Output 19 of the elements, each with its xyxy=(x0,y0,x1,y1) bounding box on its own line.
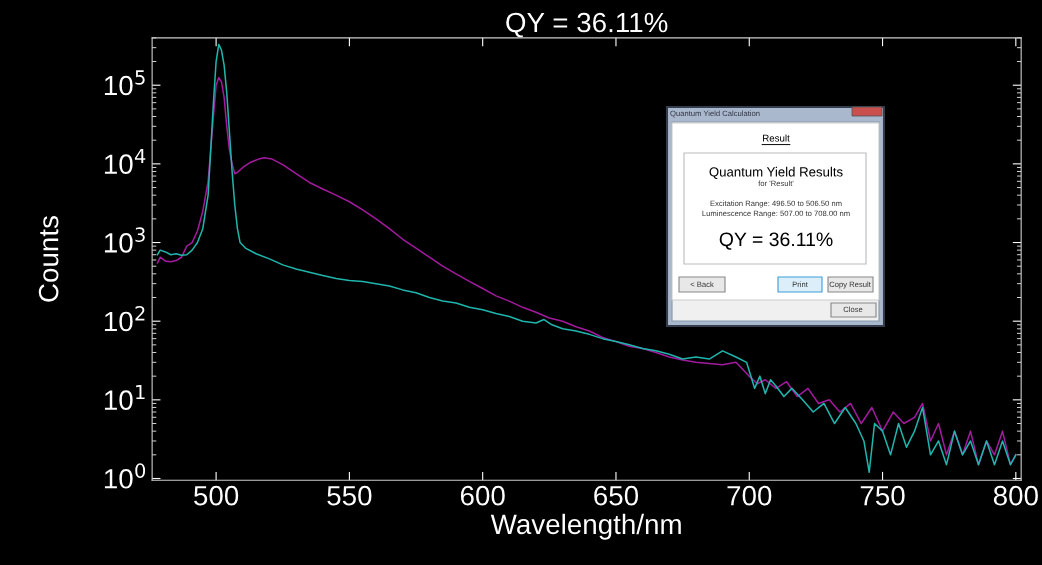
x-tick-label: 550 xyxy=(327,485,372,506)
y-axis-title: Counts xyxy=(38,216,59,302)
y-tick-label: 10$^{5}$ xyxy=(104,70,145,96)
y-tick-label: 10$^{0}$ xyxy=(104,463,146,489)
x-tick-label: 800 xyxy=(993,485,1038,506)
x-tick-label: 750 xyxy=(860,485,905,506)
y-tick-label: 10$^{3}$ xyxy=(104,227,145,253)
annotation: QY = 36.11% xyxy=(719,232,833,250)
x-tick-label: 650 xyxy=(594,485,639,506)
y-tick-label: 10$^{4}$ xyxy=(104,148,146,175)
annotation: Quantum Yield Results xyxy=(709,166,843,179)
x-axis-title: Wavelength/nm xyxy=(490,513,681,540)
x-tick-label: 700 xyxy=(727,485,772,506)
x-tick-label: 500 xyxy=(194,485,239,506)
x-tick-label: 600 xyxy=(460,485,505,506)
y-tick-label: 10$^{1}$ xyxy=(104,384,145,410)
annotation: Result xyxy=(763,134,790,142)
y-tick-label: 10$^{2}$ xyxy=(104,305,145,332)
chart-title: QY = 36.11% xyxy=(506,12,668,38)
